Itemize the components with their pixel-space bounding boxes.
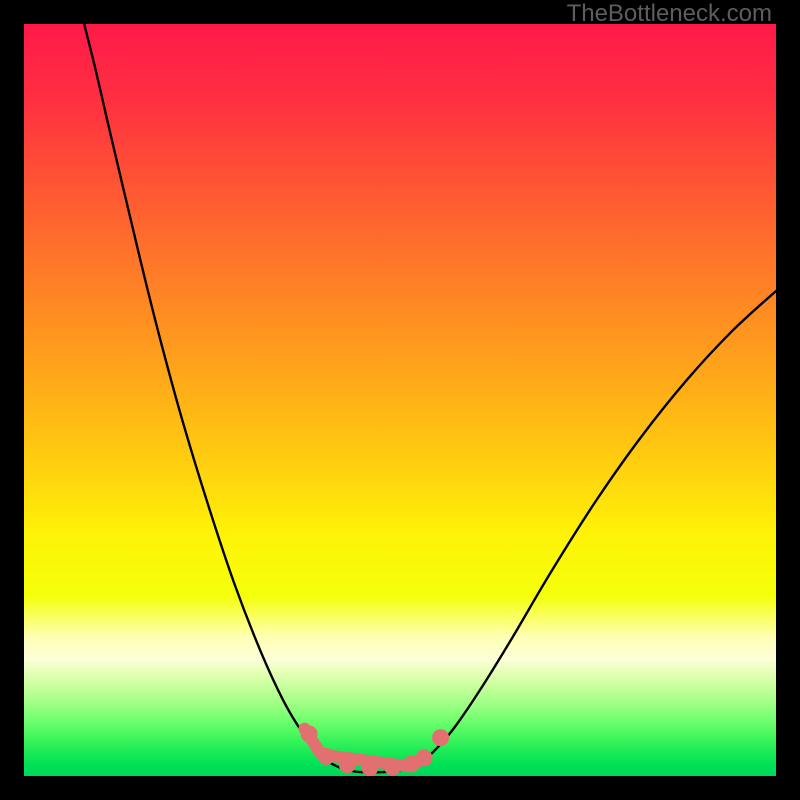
plot-area (24, 24, 776, 776)
bottleneck-curve (84, 24, 776, 772)
highlight-marker (416, 749, 433, 766)
highlight-marker (339, 756, 356, 773)
highlight-marker (384, 758, 401, 775)
chart-stage: { "canvas": { "width": 800, "height": 80… (0, 0, 800, 800)
highlight-marker (432, 729, 449, 746)
watermark-text: TheBottleneck.com (567, 0, 772, 28)
chart-overlay (24, 24, 776, 776)
highlight-marker (318, 748, 335, 765)
highlight-marker (361, 759, 378, 776)
highlight-marker (301, 725, 318, 742)
